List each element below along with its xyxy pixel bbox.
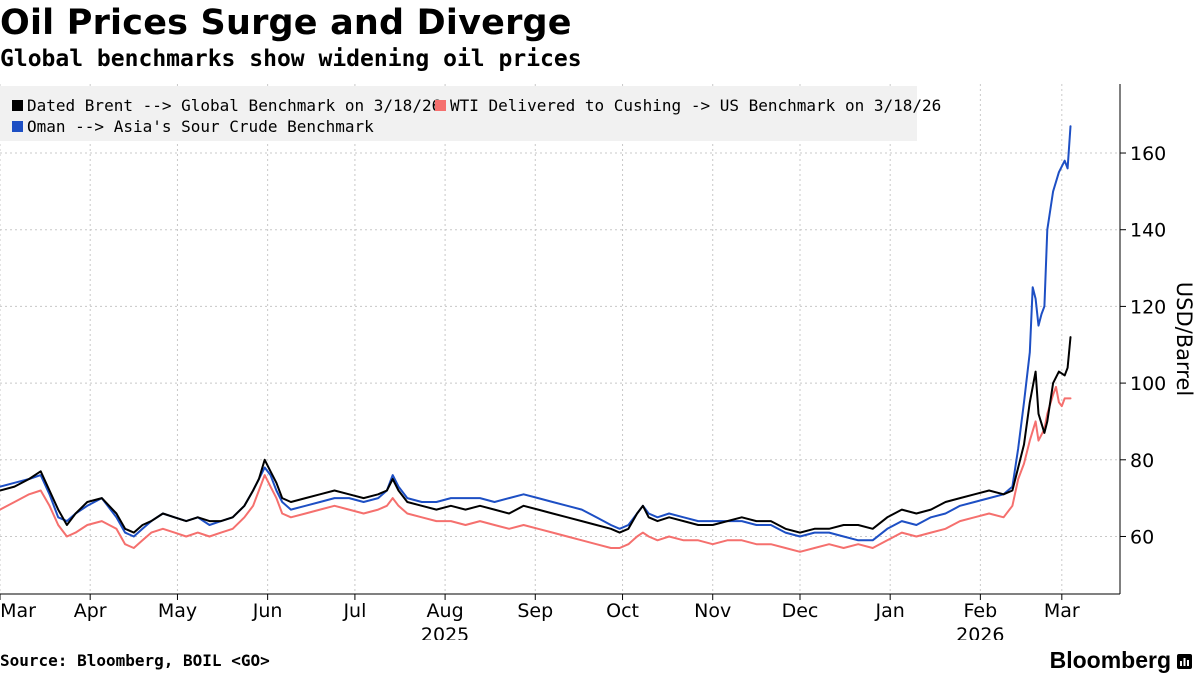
y-tick-label: 120 bbox=[1130, 296, 1166, 318]
y-axis-title: USD/Barrel bbox=[1172, 282, 1196, 396]
x-tick-label: Jul bbox=[342, 600, 366, 622]
y-tick-label: 60 bbox=[1130, 526, 1154, 548]
chart-title: Oil Prices Surge and Diverge bbox=[0, 3, 572, 43]
x-tick-label: Nov bbox=[694, 600, 731, 622]
line-chart: 60 80 100 120 140 160 Mar Apr May Jun Jul Aug Sep Oct… bbox=[0, 84, 1196, 640]
series-line-2 bbox=[0, 125, 1072, 542]
x-tick-label: Jan bbox=[875, 600, 905, 622]
x-year-label: 2026 bbox=[956, 624, 1004, 640]
series-line-1 bbox=[0, 385, 1072, 553]
x-tick-label: Mar bbox=[1044, 600, 1080, 622]
x-tick-label: Sep bbox=[517, 600, 553, 622]
brand-logo: Bloomberg bbox=[1050, 645, 1192, 675]
legend-swatch-0 bbox=[12, 100, 23, 111]
series-lines bbox=[0, 125, 1072, 553]
x-year-label: 2025 bbox=[421, 624, 469, 640]
chart-bars-icon bbox=[1177, 653, 1192, 669]
x-tick-label: Apr bbox=[74, 600, 107, 622]
series-line-0 bbox=[0, 336, 1072, 534]
axes: 60 80 100 120 140 160 Mar Apr May Jun Jul Aug Sep Oct… bbox=[0, 84, 1196, 640]
x-tick-label: Jun bbox=[252, 600, 283, 622]
x-tick-label: Dec bbox=[782, 600, 819, 622]
x-tick-label: Mar bbox=[0, 600, 36, 622]
y-tick-label: 160 bbox=[1130, 143, 1166, 165]
legend-label-0: Dated Brent --> Global Benchmark on 3/18… bbox=[27, 96, 441, 115]
x-tick-label: Feb bbox=[964, 600, 998, 622]
legend-label-1: WTI Delivered to Cushing -> US Benchmark… bbox=[450, 96, 941, 115]
chart-subtitle: Global benchmarks show widening oil pric… bbox=[0, 46, 582, 72]
legend-background bbox=[0, 86, 917, 141]
source-note: Source: Bloomberg, BOIL <GO> bbox=[0, 651, 270, 670]
x-tick-label: Aug bbox=[427, 600, 464, 622]
y-tick-label: 100 bbox=[1130, 373, 1166, 395]
brand-name: Bloomberg bbox=[1049, 647, 1171, 673]
legend-swatch-1 bbox=[435, 100, 446, 111]
legend: Dated Brent --> Global Benchmark on 3/18… bbox=[0, 86, 941, 141]
y-tick-label: 80 bbox=[1130, 450, 1154, 472]
y-tick-label: 140 bbox=[1130, 220, 1166, 242]
legend-label-2: Oman --> Asia's Sour Crude Benchmark bbox=[27, 117, 374, 136]
x-tick-label: Oct bbox=[606, 600, 639, 622]
x-tick-label: May bbox=[158, 600, 197, 622]
grid-lines bbox=[0, 84, 1120, 594]
legend-swatch-2 bbox=[12, 121, 23, 132]
